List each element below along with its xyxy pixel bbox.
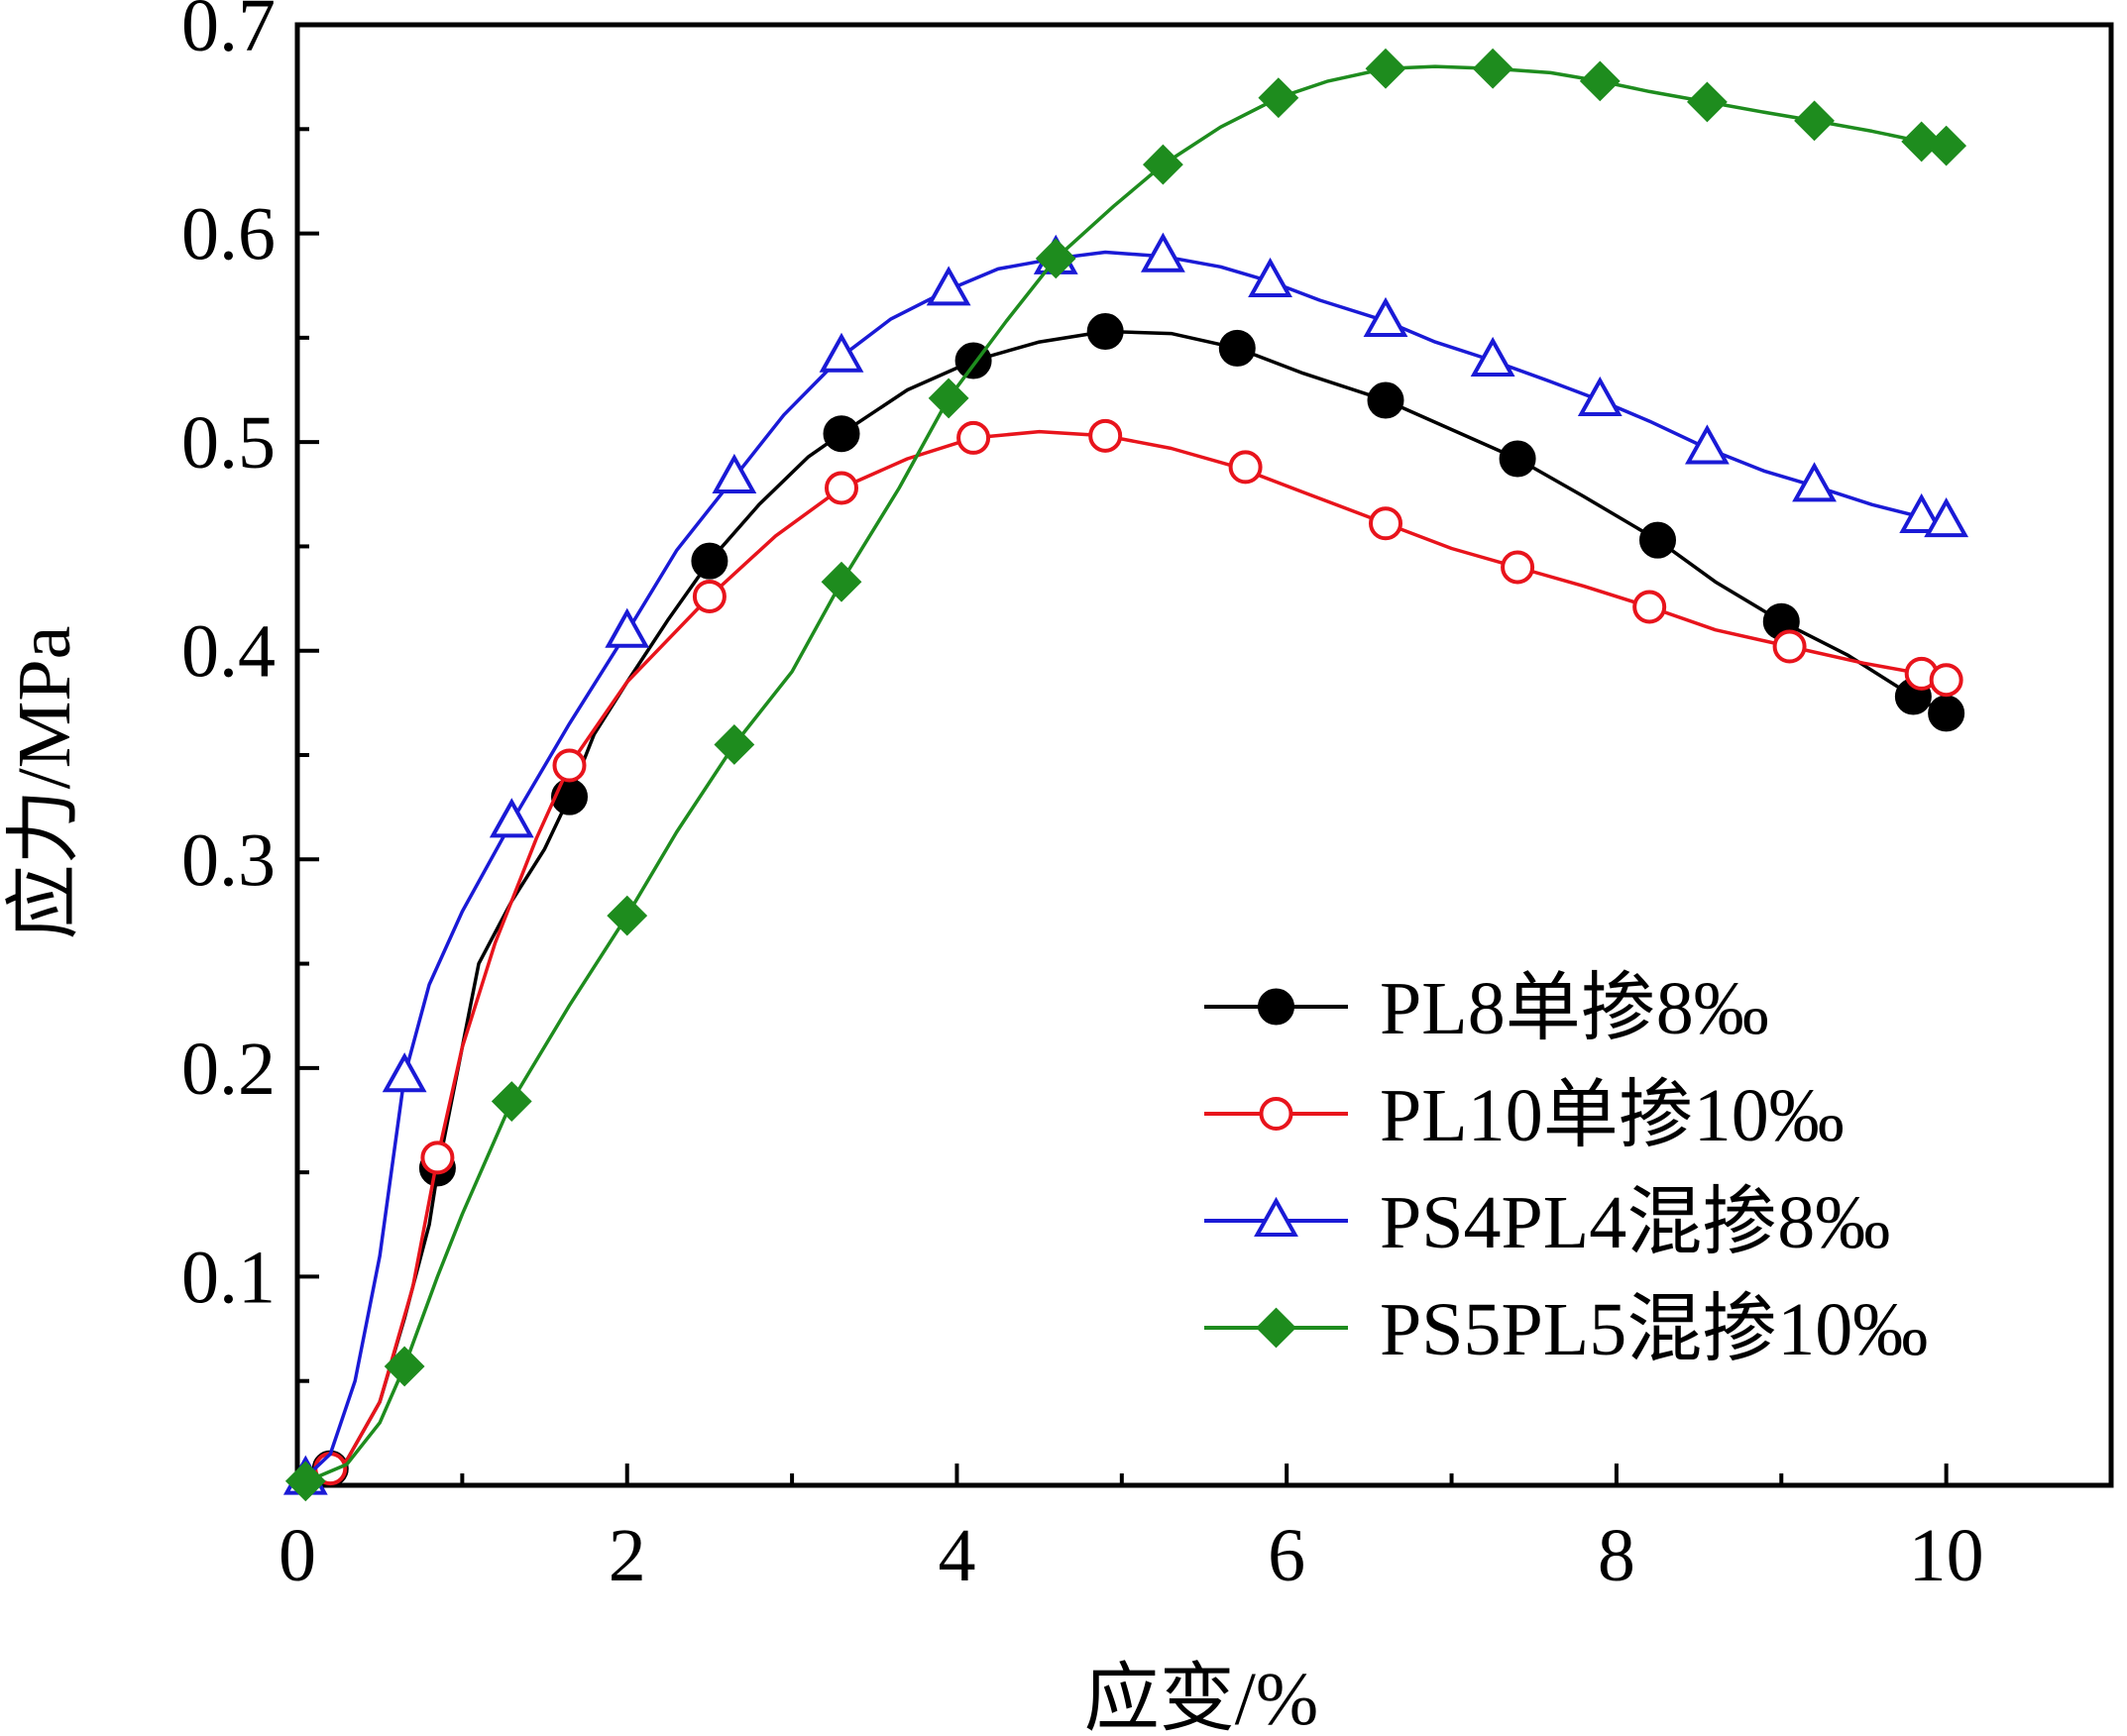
data-point [1035, 238, 1076, 279]
y-axis-title: 应力/MPa [3, 626, 86, 940]
data-point [1899, 492, 1945, 533]
legend-label: PL8单掺8‰ [1380, 967, 1769, 1050]
x-tick-label: 0 [279, 1514, 316, 1597]
data-point [1365, 48, 1406, 89]
data-point [1901, 121, 1943, 163]
data-point [1577, 376, 1623, 417]
data-point [1367, 381, 1404, 419]
data-point [1794, 100, 1835, 142]
series-line [296, 64, 1947, 1487]
legend-label: PS4PL4混掺8‰ [1380, 1181, 1890, 1264]
data-point [489, 798, 534, 838]
data-point [1472, 48, 1513, 89]
legend-label: PL10单掺10‰ [1380, 1074, 1845, 1157]
data-point [1772, 629, 1807, 664]
series-2 [296, 418, 1963, 1487]
data-point [284, 1461, 326, 1502]
data-point [551, 778, 588, 815]
data-point [692, 579, 727, 613]
data-point [1142, 144, 1183, 185]
data-point [714, 724, 755, 765]
data-point [926, 266, 971, 306]
data-point [1639, 521, 1676, 559]
series-4 [284, 48, 1967, 1502]
data-point [956, 420, 991, 455]
x-tick-label: 2 [609, 1514, 646, 1597]
data-point [1501, 550, 1535, 585]
data-point [384, 1346, 425, 1387]
data-point [1088, 418, 1123, 453]
x-tick-label: 4 [938, 1514, 975, 1597]
data-point [821, 561, 862, 602]
data-point [1579, 60, 1621, 102]
legend-item: PL10单掺10‰ [1204, 1074, 1845, 1157]
data-point [420, 1140, 455, 1175]
x-tick-label: 6 [1268, 1514, 1305, 1597]
y-tick-label: 0.3 [181, 818, 276, 902]
data-point [1685, 424, 1730, 465]
data-point [1632, 590, 1667, 624]
data-point [1686, 81, 1728, 123]
legend: PL8单掺8‰ PL10单掺10‰ PS4PL4混掺8‰ PS5PL5混掺10‰ [1204, 967, 1928, 1371]
data-point [1924, 497, 1969, 538]
y-tick-label: 0.5 [181, 401, 276, 485]
data-point [1928, 695, 1965, 732]
data-point [607, 895, 648, 936]
x-tick-label: 10 [1909, 1514, 1984, 1597]
y-tick-label: 0.7 [181, 0, 276, 67]
data-point [1086, 313, 1124, 351]
data-point [491, 1081, 532, 1122]
data-point [1258, 77, 1299, 119]
data-point [1248, 257, 1292, 298]
legend-marker [1258, 988, 1294, 1026]
x-axis-title: 应变/% [1084, 1658, 1318, 1736]
data-point [1218, 329, 1256, 367]
data-point [382, 1052, 427, 1093]
data-point [1792, 462, 1837, 502]
data-point [691, 542, 728, 580]
legend-label: PS5PL5混掺10‰ [1380, 1288, 1928, 1371]
axis-ticks: 0 2 4 6 8 10 0.1 0.2 0.3 0.4 0.5 0.6 0.7 [181, 0, 2113, 1597]
data-point [1369, 506, 1402, 541]
legend-item: PS5PL5混掺10‰ [1204, 1288, 1928, 1371]
legend-marker [1259, 1097, 1293, 1131]
data-point [1470, 336, 1515, 378]
data-point [1929, 663, 1963, 698]
legend-marker [1254, 1196, 1298, 1237]
y-tick-label: 0.6 [181, 193, 276, 276]
data-point [712, 453, 757, 493]
data-point [1363, 296, 1408, 338]
data-point [819, 332, 864, 373]
data-point [605, 607, 650, 648]
y-tick-label: 0.4 [181, 610, 276, 694]
data-point [1499, 440, 1536, 478]
data-point [1926, 125, 1967, 166]
data-point [1228, 450, 1263, 485]
data-point [552, 748, 587, 783]
y-tick-label: 0.1 [181, 1236, 276, 1319]
series-layer [282, 48, 1969, 1502]
legend-item: PL8单掺8‰ [1204, 967, 1769, 1050]
legend-marker [1256, 1307, 1296, 1349]
x-tick-label: 8 [1598, 1514, 1635, 1597]
legend-item: PS4PL4混掺8‰ [1204, 1181, 1890, 1264]
data-point [825, 471, 858, 505]
data-point [823, 415, 860, 453]
data-point [1141, 232, 1185, 272]
data-point [928, 378, 969, 419]
y-tick-label: 0.2 [181, 1028, 276, 1111]
